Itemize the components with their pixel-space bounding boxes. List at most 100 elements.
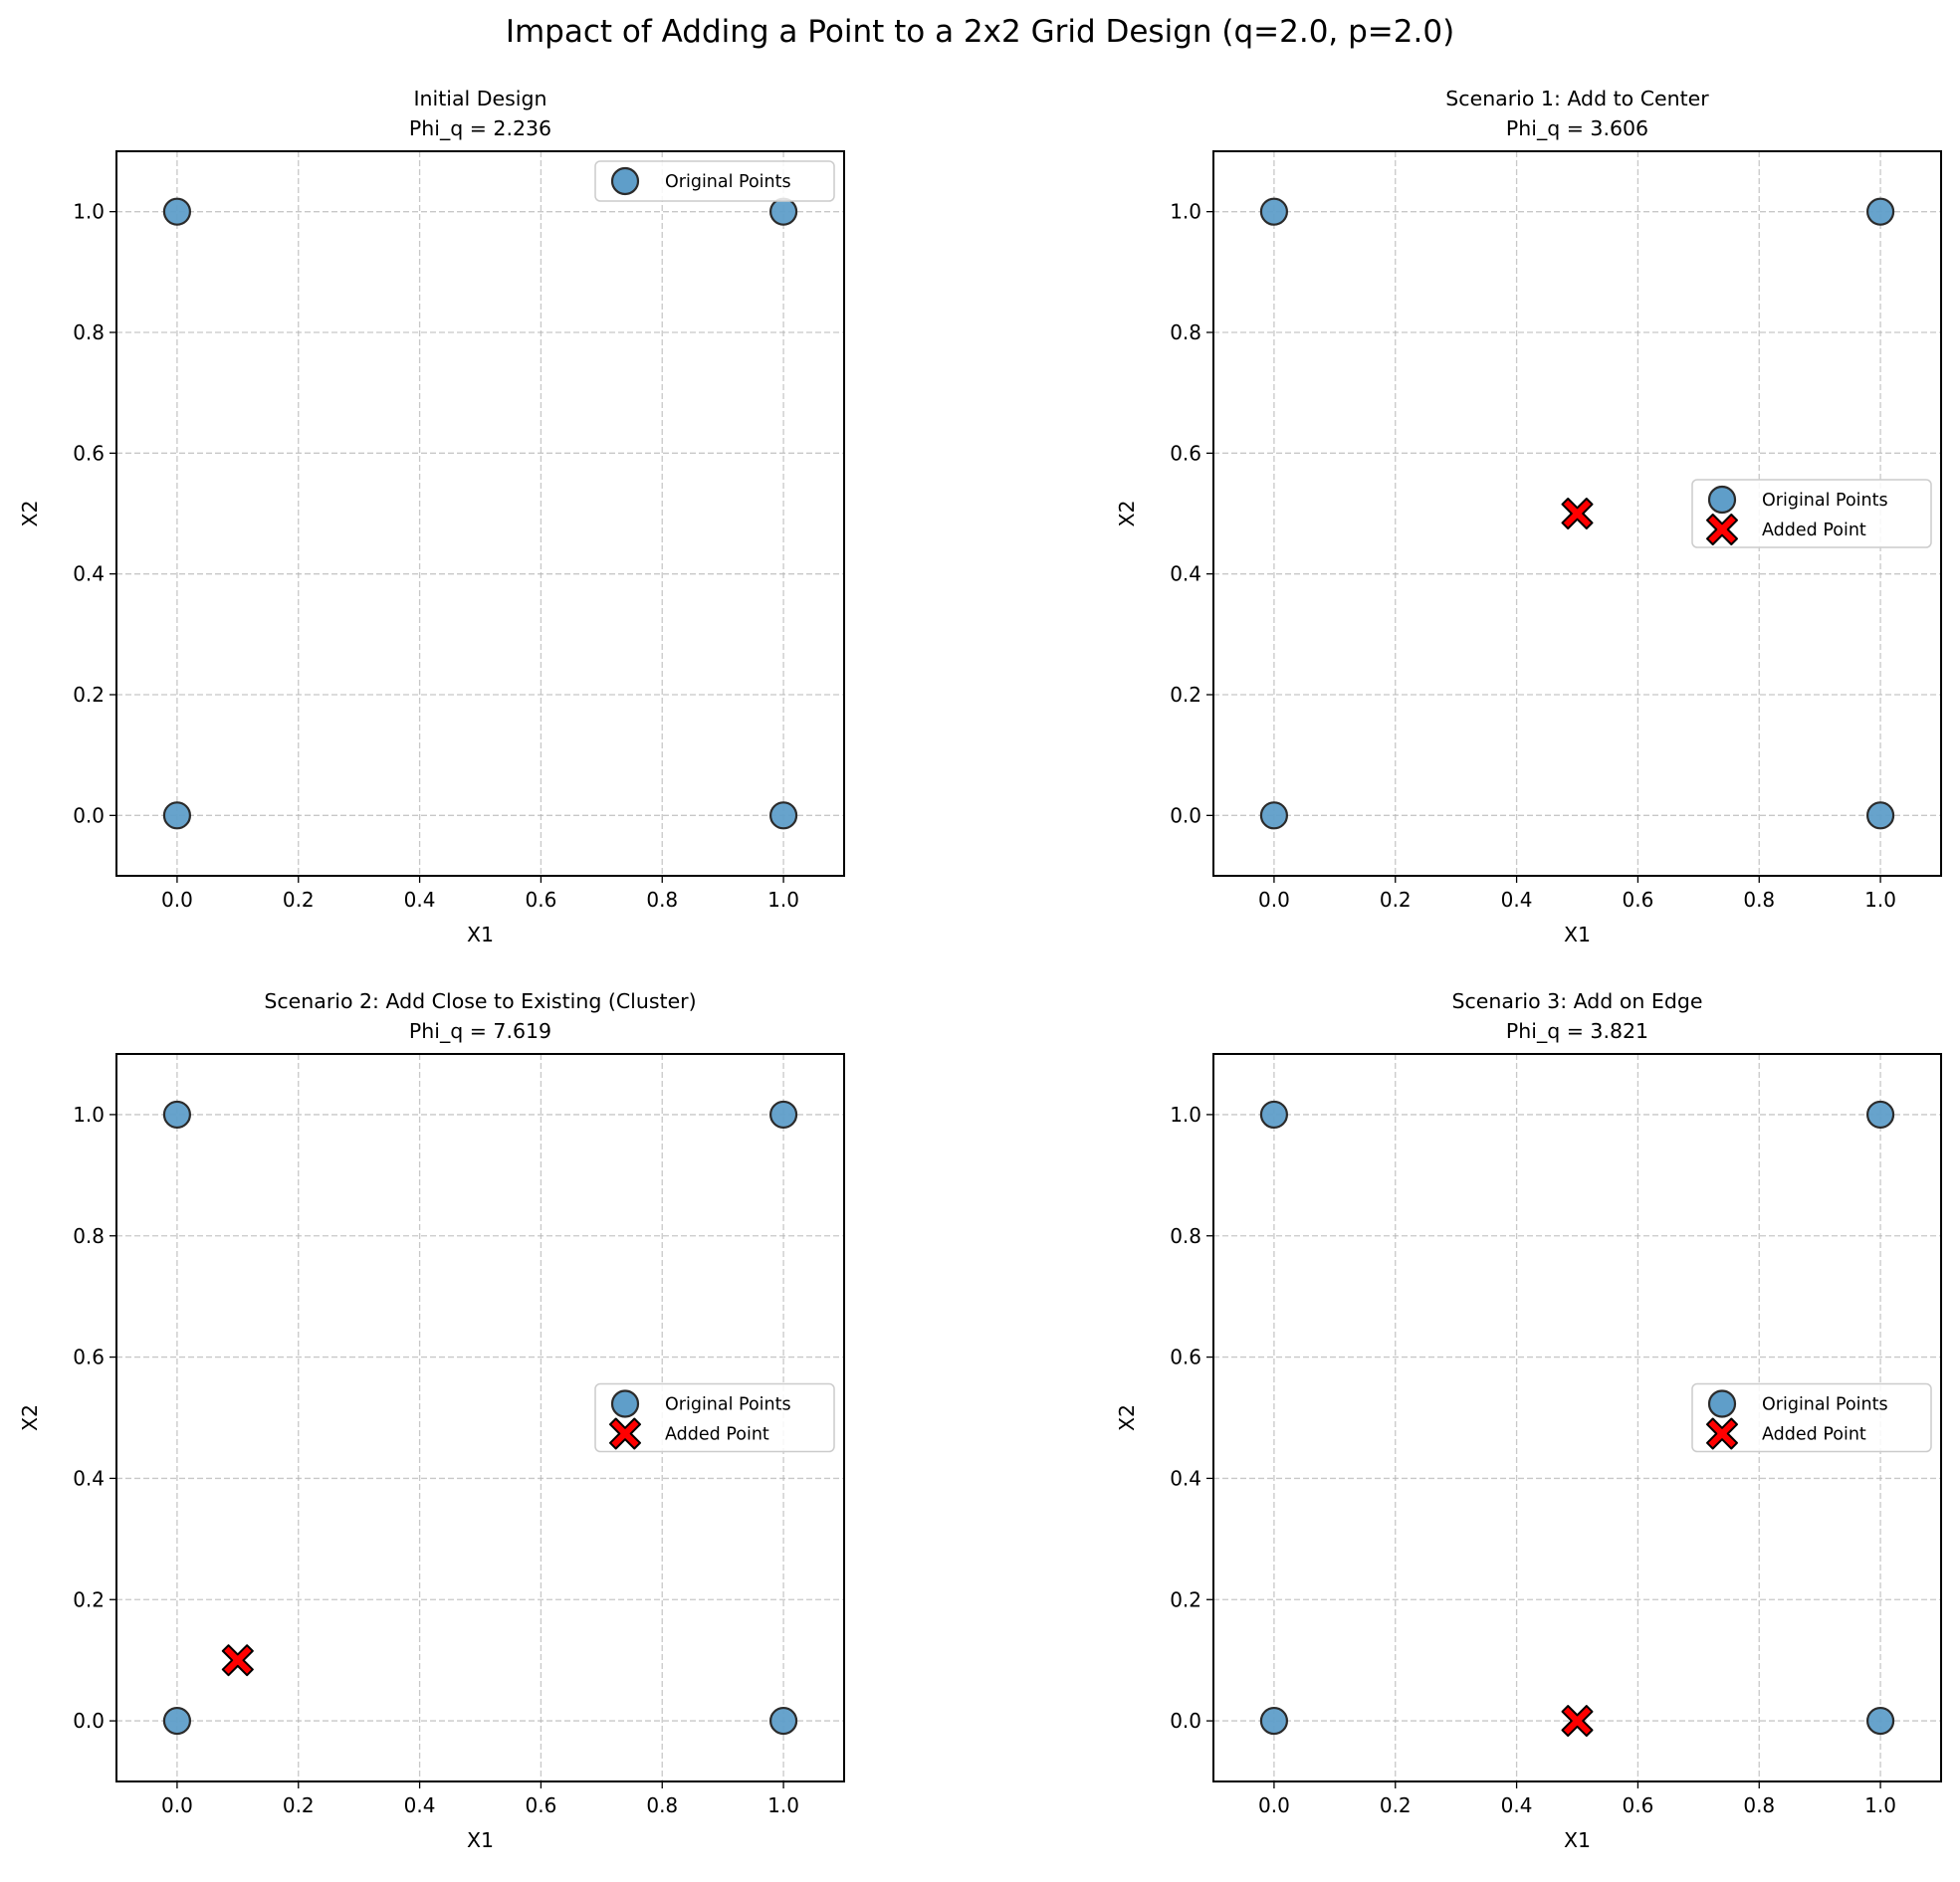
data-point-original [1865, 197, 1895, 226]
data-point-original [1259, 197, 1289, 226]
subplot-subtitle: Phi_q = 2.236 [409, 116, 551, 141]
y-tick-label: 0.0 [1170, 1709, 1201, 1733]
y-tick-label: 0.4 [73, 1466, 105, 1490]
legend-entry-label: Original Points [665, 172, 791, 192]
y-axis-label: X2 [18, 500, 42, 526]
legend-marker-circle-icon [1707, 1389, 1737, 1418]
subplot-3: Scenario 2: Add Close to Existing (Clust… [18, 989, 845, 1852]
x-tick-label: 0.0 [1258, 888, 1290, 912]
axes-frame [1212, 150, 1942, 877]
legend-entry-label: Added Point [1762, 521, 1866, 540]
data-point-original [162, 1706, 192, 1736]
subplot-4: Scenario 3: Add on Edge Phi_q = 3.821 0.0 0… [1115, 989, 1942, 1852]
legend-box [1691, 479, 1932, 548]
x-tick-label: 0.4 [404, 1793, 436, 1817]
y-tick-label: 1.0 [1170, 200, 1201, 224]
y-tick-label: 0.2 [1170, 683, 1201, 707]
y-axis-label: X2 [18, 1404, 42, 1431]
x-tick-label: 0.2 [283, 1793, 315, 1817]
subplot-2: Scenario 1: Add to Center Phi_q = 3.606 0.… [1115, 87, 1942, 946]
x-tick-label: 0.6 [1623, 1793, 1654, 1817]
x-tick-label: 0.6 [526, 888, 557, 912]
axes-frame [115, 1053, 845, 1782]
x-tick-label: 0.0 [161, 888, 193, 912]
y-tick-label: 0.6 [73, 1346, 105, 1369]
data-point-original [1259, 1706, 1289, 1736]
x-axis-label: X1 [1564, 923, 1591, 946]
y-axis-label: X2 [1115, 1404, 1139, 1431]
legend: Original Points Added Point [1691, 1382, 1932, 1453]
y-tick-label: 0.4 [1170, 1466, 1201, 1490]
data-point-added [221, 1644, 254, 1677]
x-tick-label: 1.0 [767, 1793, 799, 1817]
legend-entry-label: Original Points [1762, 491, 1888, 511]
y-tick-label: 0.0 [73, 1709, 105, 1733]
x-tick-label: 0.4 [1501, 1793, 1533, 1817]
data-point-added [1561, 498, 1594, 529]
legend-marker-circle-icon [1707, 485, 1737, 515]
legend-marker-circle-icon [610, 166, 640, 196]
x-tick-label: 0.8 [646, 1793, 678, 1817]
y-axis-label: X2 [1115, 500, 1139, 526]
subplot-title: Initial Design [413, 87, 546, 110]
legend-entry-label: Original Points [665, 1395, 791, 1415]
data-point-original [162, 1100, 192, 1130]
y-tick-label: 1.0 [1170, 1103, 1201, 1127]
subplot-subtitle: Phi_q = 3.821 [1506, 1019, 1648, 1044]
legend-box [594, 160, 835, 202]
data-point-original [768, 1100, 798, 1130]
x-axis-label: X1 [467, 1828, 494, 1852]
axes-frame [115, 150, 845, 877]
x-tick-label: 0.8 [1743, 1793, 1775, 1817]
legend-marker-x-icon [609, 1417, 641, 1450]
subplot-title: Scenario 3: Add on Edge [1452, 989, 1703, 1013]
x-tick-label: 0.2 [1380, 888, 1412, 912]
x-tick-label: 0.0 [1258, 1793, 1290, 1817]
data-point-original [162, 197, 192, 226]
y-tick-label: 0.8 [73, 1224, 105, 1248]
legend-marker-circle-icon [610, 1389, 640, 1418]
legend: Original Points [594, 160, 835, 202]
x-tick-label: 1.0 [767, 888, 799, 912]
legend: Original Points Added Point [1691, 479, 1932, 548]
subplot-subtitle: Phi_q = 3.606 [1506, 116, 1648, 141]
y-tick-label: 0.8 [1170, 320, 1201, 344]
x-axis-label: X1 [467, 923, 494, 946]
data-point-original [768, 1706, 798, 1736]
x-tick-label: 1.0 [1864, 888, 1896, 912]
legend: Original Points Added Point [594, 1382, 835, 1453]
y-tick-label: 0.6 [1170, 441, 1201, 465]
axes-frame [1212, 1053, 1942, 1782]
x-tick-label: 1.0 [1864, 1793, 1896, 1817]
data-point-original [1865, 1100, 1895, 1130]
legend-entry-label: Original Points [1762, 1395, 1888, 1415]
legend-entry-label: Added Point [1762, 1425, 1866, 1445]
legend-entry-label: Added Point [665, 1425, 769, 1445]
legend-marker-x-icon [1706, 514, 1738, 545]
subplot-title: Scenario 1: Add to Center [1445, 87, 1709, 110]
x-tick-label: 0.6 [1623, 888, 1654, 912]
y-tick-label: 1.0 [73, 1103, 105, 1127]
x-axis-label: X1 [1564, 1828, 1591, 1852]
data-point-original [1259, 801, 1289, 830]
legend-marker-x-icon [1706, 1417, 1738, 1450]
data-point-original [1259, 1100, 1289, 1130]
data-point-original [162, 801, 192, 830]
y-tick-label: 0.4 [73, 562, 105, 586]
data-point-original [1865, 801, 1895, 830]
x-tick-label: 0.4 [404, 888, 436, 912]
data-point-original [768, 197, 798, 226]
x-tick-label: 0.2 [1380, 1793, 1412, 1817]
x-tick-label: 0.8 [1743, 888, 1775, 912]
y-tick-label: 0.0 [73, 803, 105, 827]
y-tick-label: 0.0 [1170, 803, 1201, 827]
y-tick-label: 0.8 [73, 320, 105, 344]
x-tick-label: 0.4 [1501, 888, 1533, 912]
y-tick-label: 1.0 [73, 200, 105, 224]
x-tick-label: 0.8 [646, 888, 678, 912]
figure-title: Impact of Adding a Point to a 2x2 Grid D… [505, 14, 1455, 50]
x-tick-label: 0.6 [526, 1793, 557, 1817]
data-point-added [1561, 1705, 1594, 1738]
subplot-subtitle: Phi_q = 7.619 [409, 1019, 551, 1044]
